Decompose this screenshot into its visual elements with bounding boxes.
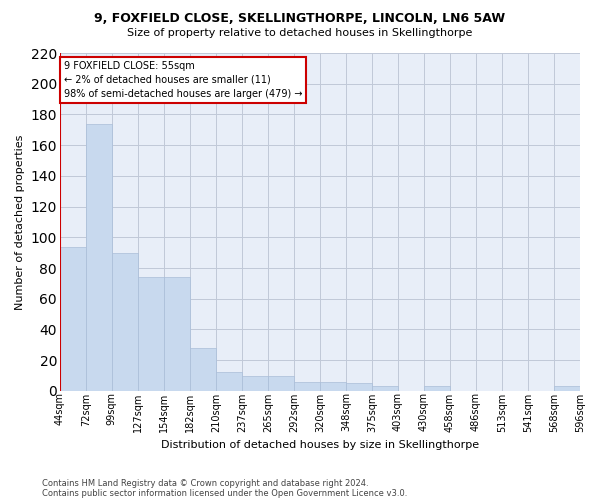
Bar	[112, 252, 138, 391]
Bar	[190, 348, 216, 391]
Bar	[164, 277, 190, 391]
Bar	[424, 386, 450, 391]
Bar	[60, 246, 86, 391]
Bar	[86, 124, 112, 391]
Text: Contains HM Land Registry data © Crown copyright and database right 2024.: Contains HM Land Registry data © Crown c…	[42, 478, 368, 488]
Bar	[138, 277, 164, 391]
Text: 9 FOXFIELD CLOSE: 55sqm
← 2% of detached houses are smaller (11)
98% of semi-det: 9 FOXFIELD CLOSE: 55sqm ← 2% of detached…	[64, 60, 302, 98]
Bar	[320, 382, 346, 391]
Bar	[346, 383, 372, 391]
Text: Contains public sector information licensed under the Open Government Licence v3: Contains public sector information licen…	[42, 488, 407, 498]
Bar	[242, 376, 268, 391]
Bar	[372, 386, 398, 391]
Text: 9, FOXFIELD CLOSE, SKELLINGTHORPE, LINCOLN, LN6 5AW: 9, FOXFIELD CLOSE, SKELLINGTHORPE, LINCO…	[94, 12, 506, 26]
Bar	[554, 386, 580, 391]
X-axis label: Distribution of detached houses by size in Skellingthorpe: Distribution of detached houses by size …	[161, 440, 479, 450]
Bar	[268, 376, 294, 391]
Bar	[216, 372, 242, 391]
Y-axis label: Number of detached properties: Number of detached properties	[15, 134, 25, 310]
Bar	[294, 382, 320, 391]
Text: Size of property relative to detached houses in Skellingthorpe: Size of property relative to detached ho…	[127, 28, 473, 38]
